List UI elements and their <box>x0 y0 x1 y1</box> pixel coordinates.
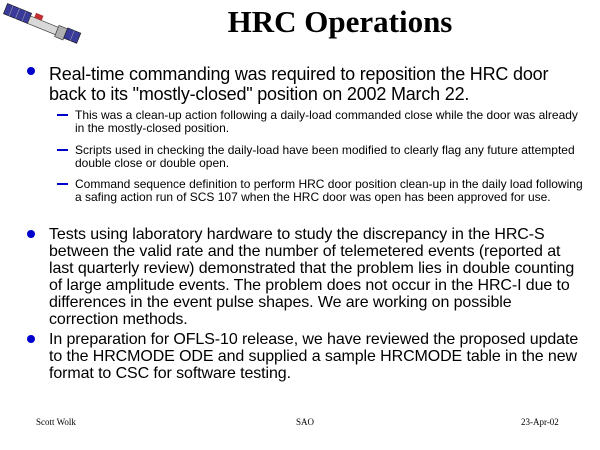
bullet-3: In preparation for OFLS-10 release, we h… <box>49 331 579 382</box>
sub-dash <box>57 114 68 116</box>
bullet-dot <box>27 230 35 238</box>
bullet-dot <box>27 335 35 343</box>
footer-org: SAO <box>296 417 315 427</box>
sub-dash <box>57 149 68 151</box>
page-title: HRC Operations <box>227 4 453 39</box>
sub-bullet-2: Scripts used in checking the daily-load … <box>75 143 575 170</box>
sub-dash <box>57 183 68 185</box>
bullet-dot <box>27 67 35 75</box>
satellite-icon <box>2 2 82 48</box>
sub-bullet-1: This was a clean-up action following a d… <box>75 108 578 135</box>
bullet-1: Real-time commanding was required to rep… <box>49 64 549 104</box>
sub-bullet-3: Command sequence definition to perform H… <box>75 177 583 204</box>
bullet-2: Tests using laboratory hardware to study… <box>49 226 575 328</box>
footer-date: 23-Apr-02 <box>521 417 559 427</box>
footer-author: Scott Wolk <box>36 417 76 427</box>
